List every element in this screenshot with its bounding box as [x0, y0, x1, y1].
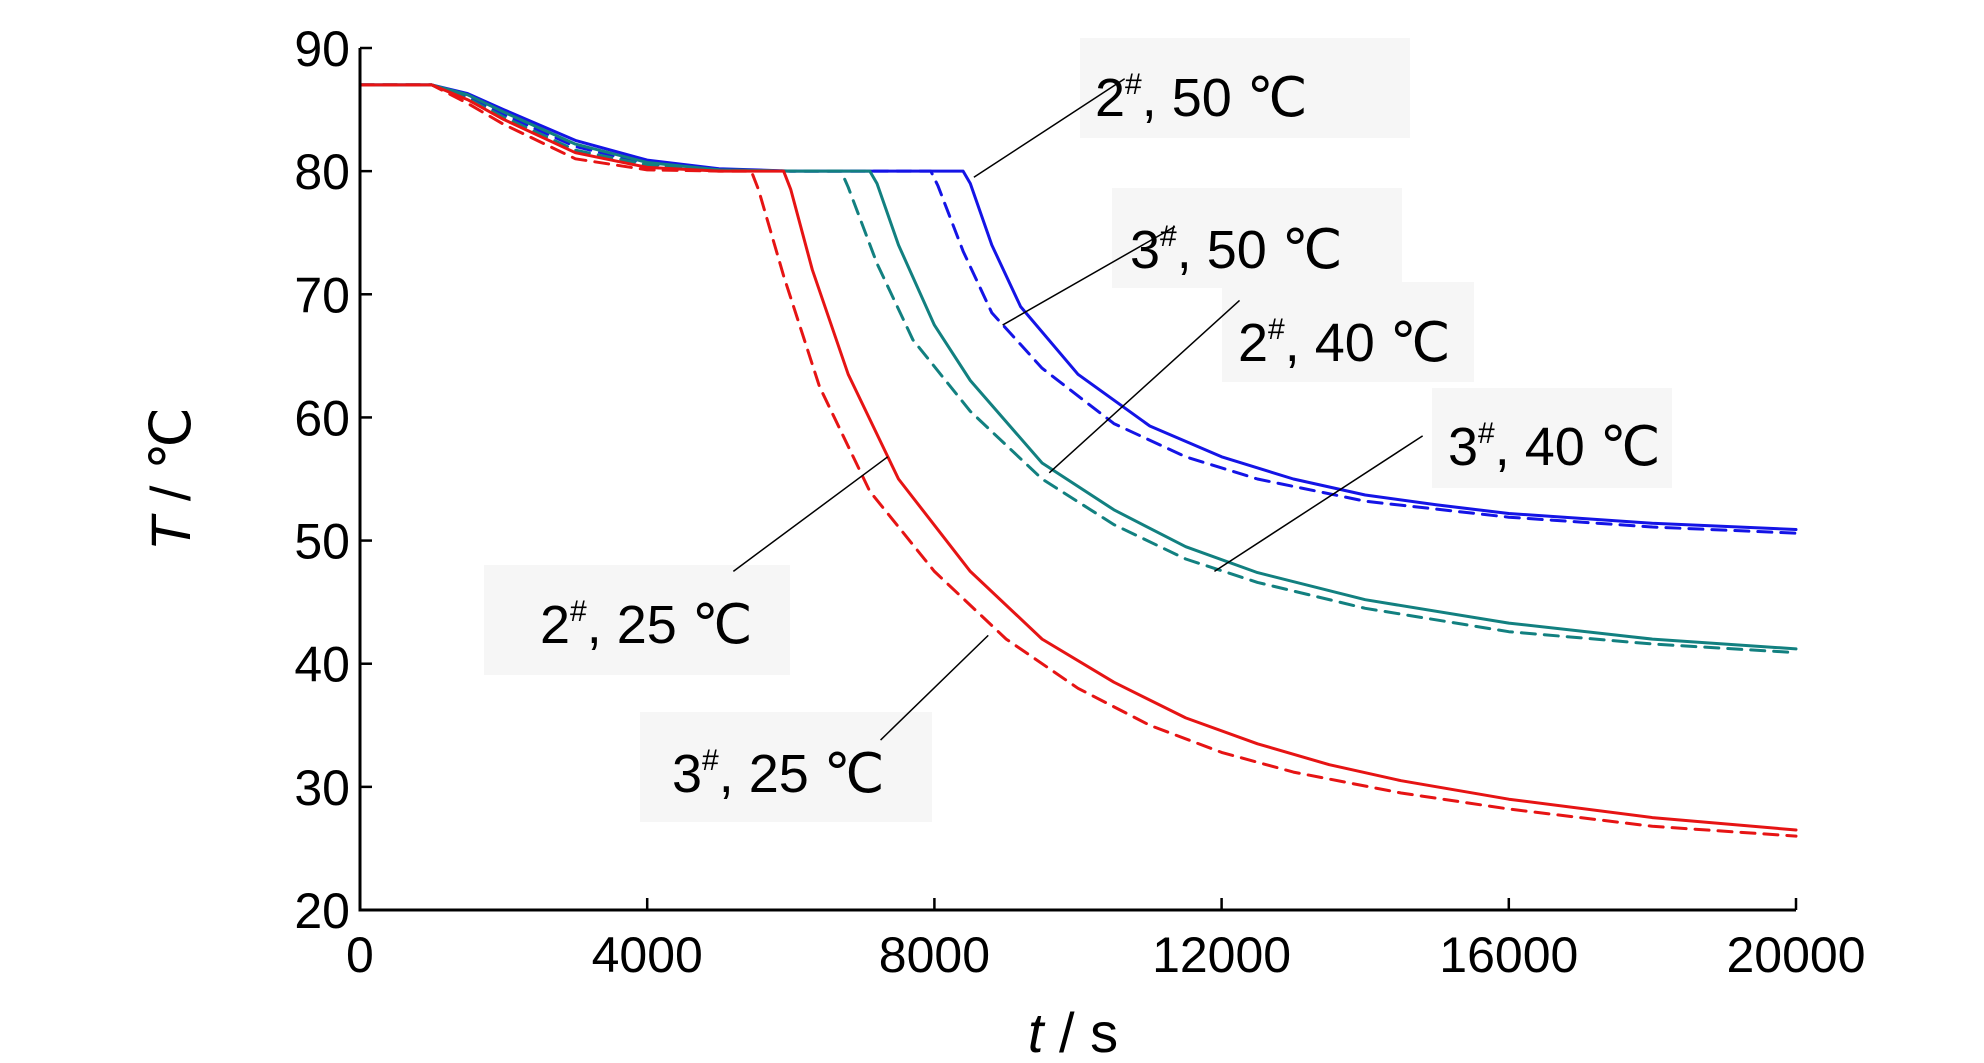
x-tick-label: 4000: [592, 927, 703, 983]
leader-line-4: [732, 456, 889, 572]
series-line-2: [358, 83, 1798, 651]
annotation-2-25: 2#, 25 ℃: [540, 595, 752, 655]
annotation-3-25: 3#, 25 ℃: [672, 744, 884, 804]
annotation-bg-3: [1432, 388, 1672, 488]
y-axis-title: T / ℃: [139, 407, 202, 551]
x-axis-unit: s: [1090, 1001, 1118, 1063]
x-tick-group: 0 4000 8000 12000 16000 20000: [346, 898, 1866, 983]
x-axis-symbol: t: [1028, 1001, 1046, 1063]
y-tick-label: 60: [294, 390, 350, 446]
x-tick-label: 16000: [1439, 927, 1578, 983]
annotation-3-40: 3#, 40 ℃: [1448, 417, 1660, 477]
y-tick-label: 50: [294, 514, 350, 570]
annotation-2-50: 2#, 50 ℃: [1095, 68, 1307, 128]
leader-line-5: [880, 634, 989, 741]
y-tick-label: 30: [294, 760, 350, 816]
y-axis-symbol: T: [139, 513, 202, 551]
leader-line-2: [1048, 299, 1241, 474]
y-axis-unit: ℃: [139, 407, 202, 470]
y-tick-label: 20: [294, 883, 350, 939]
annotation-labels: 2#, 50 ℃ 3#, 50 ℃ 2#, 40 ℃ 3#, 40 ℃ 2#, …: [540, 68, 1660, 804]
leader-line-1: [1002, 225, 1176, 326]
annotation-backgrounds: [484, 38, 1672, 822]
y-tick-label: 80: [294, 144, 350, 200]
x-axis-title: t / s: [1028, 1001, 1118, 1063]
leader-line-0: [973, 78, 1126, 178]
annotation-bg-2: [1222, 282, 1474, 382]
annotation-3-50: 3#, 50 ℃: [1130, 220, 1342, 280]
axes: [358, 48, 1796, 912]
annotation-bg-4: [484, 565, 790, 675]
series-line-1: [358, 83, 1798, 535]
annotation-bg-0: [1080, 38, 1410, 138]
leader-lines: [732, 78, 1424, 741]
x-tick-label: 8000: [879, 927, 990, 983]
series-line-3: [358, 83, 1798, 655]
leader-line-3: [1214, 435, 1424, 572]
annotation-2-40: 2#, 40 ℃: [1238, 313, 1450, 373]
x-tick-label: 0: [346, 927, 374, 983]
annotation-bg-1: [1112, 188, 1402, 288]
y-tick-label: 90: [294, 21, 350, 77]
y-tick-label: 70: [294, 267, 350, 323]
x-axis-sep: /: [1043, 1001, 1090, 1063]
y-tick-label: 40: [294, 637, 350, 693]
annotation-bg-5: [640, 712, 932, 822]
series-line-5: [358, 83, 1798, 838]
x-tick-label: 12000: [1152, 927, 1291, 983]
series-line-0: [358, 83, 1798, 531]
series-lines: [358, 83, 1798, 838]
y-tick-group: 20 30 40 50 60 70 80 90: [294, 21, 372, 939]
y-axis-sep: /: [139, 470, 202, 517]
x-tick-label: 20000: [1726, 927, 1865, 983]
series-line-4: [358, 83, 1798, 832]
